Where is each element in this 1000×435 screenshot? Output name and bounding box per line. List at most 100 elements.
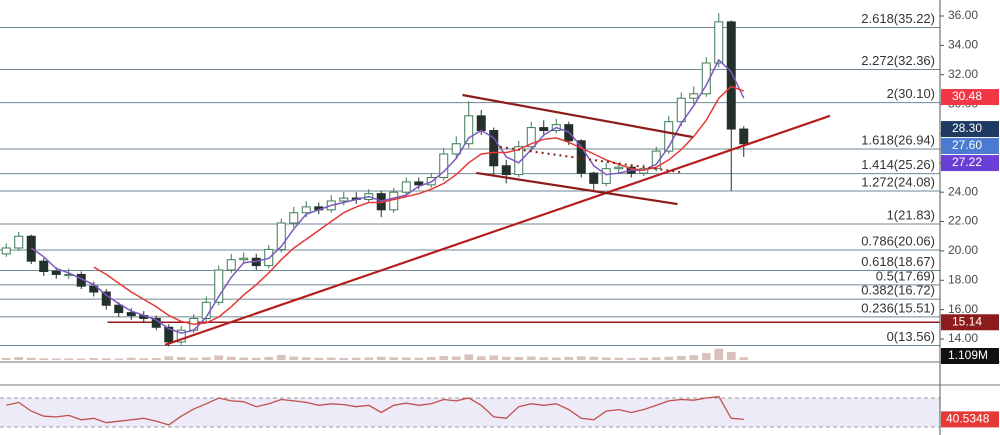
price-badge bbox=[941, 89, 999, 106]
candle-body bbox=[39, 260, 49, 272]
rsi-line bbox=[6, 395, 744, 426]
candle-body bbox=[464, 115, 474, 145]
fib-layer: 2.618(35.22) 2.272(32.36) 2(30.10) 1.618(26… bbox=[0, 11, 940, 346]
rsi-badge-label: 40.5348 bbox=[946, 412, 990, 426]
trend-line bbox=[164, 114, 831, 346]
volume-bar bbox=[401, 357, 411, 360]
volume-bar bbox=[314, 357, 324, 360]
trend-line bbox=[499, 145, 681, 174]
volume-bar bbox=[64, 358, 74, 360]
volume-bar bbox=[651, 357, 661, 360]
volume-bar bbox=[601, 357, 611, 360]
candle-body bbox=[601, 168, 611, 184]
volume-bar bbox=[239, 357, 249, 360]
candle-body bbox=[539, 127, 549, 132]
candle-body bbox=[401, 181, 411, 193]
candle-body bbox=[176, 329, 186, 343]
volume-bar bbox=[589, 356, 599, 360]
volume-bar bbox=[639, 357, 649, 360]
trend-line bbox=[476, 171, 678, 206]
moving-average bbox=[93, 85, 745, 326]
candle-body bbox=[89, 285, 99, 293]
volume-bar bbox=[264, 357, 274, 360]
price-badge bbox=[941, 138, 999, 155]
fib-label: 0.618(18.67) bbox=[861, 254, 935, 269]
volume-bar bbox=[126, 357, 136, 360]
candle-body bbox=[739, 128, 749, 145]
candle-body bbox=[164, 326, 174, 343]
price-badge-label: 28.30 bbox=[952, 121, 982, 135]
candle-body bbox=[51, 270, 61, 275]
price-badge bbox=[941, 314, 999, 331]
candle-body bbox=[239, 257, 249, 261]
y-tick-label: 16.00 bbox=[948, 302, 978, 316]
volume-bar bbox=[489, 355, 499, 360]
price-badge-label: 27.22 bbox=[952, 155, 982, 169]
fib-label: 1(21.83) bbox=[887, 207, 935, 222]
y-tick-label: 18.00 bbox=[948, 272, 978, 286]
volume-bar bbox=[514, 357, 524, 360]
fib-label: 2.618(35.22) bbox=[861, 11, 935, 26]
volume-bar bbox=[714, 348, 724, 360]
trend-line bbox=[462, 93, 693, 139]
y-tick-label: 34.00 bbox=[948, 38, 978, 52]
candle-body bbox=[689, 93, 699, 99]
volume-bar bbox=[426, 357, 436, 360]
volume-bar bbox=[76, 358, 86, 360]
price-badge-label: 15.14 bbox=[952, 314, 982, 328]
volume-bar bbox=[276, 355, 286, 360]
fib-label: 0.382(16.72) bbox=[861, 283, 935, 298]
volume-bar bbox=[201, 357, 211, 360]
volume-bar bbox=[564, 357, 574, 360]
candle-body bbox=[214, 269, 224, 303]
fib-label: 0.5(17.69) bbox=[876, 268, 935, 283]
volume-bar bbox=[576, 356, 586, 360]
volume-bar bbox=[176, 357, 186, 360]
volume-bar bbox=[214, 355, 224, 360]
candle-body bbox=[389, 191, 399, 211]
candle-body bbox=[289, 212, 299, 224]
volume-bar bbox=[14, 357, 24, 360]
candle-body bbox=[664, 121, 674, 152]
candle-body bbox=[501, 165, 511, 176]
volume-bar bbox=[539, 357, 549, 360]
fib-label: 0(13.56) bbox=[887, 329, 935, 344]
volume-bar bbox=[51, 358, 61, 360]
volume-bar bbox=[739, 357, 749, 360]
y-tick-label: 22.00 bbox=[948, 214, 978, 228]
volume-bar bbox=[526, 356, 536, 360]
volume-bar bbox=[389, 357, 399, 360]
volume-bar bbox=[351, 357, 361, 360]
volume-badge bbox=[941, 348, 999, 364]
price-badge-label: 27.60 bbox=[952, 138, 982, 152]
volume-bar bbox=[339, 358, 349, 360]
volume-bar bbox=[476, 356, 486, 360]
volume-bar bbox=[376, 356, 386, 360]
volume-bar bbox=[676, 356, 686, 360]
rsi-band bbox=[0, 398, 940, 428]
volume-bar bbox=[664, 356, 674, 360]
volume-bar bbox=[89, 358, 99, 360]
candle-body bbox=[414, 181, 424, 186]
volume-bar bbox=[451, 356, 461, 360]
candle-body bbox=[589, 172, 599, 184]
candle-body bbox=[614, 166, 624, 170]
volume-bar bbox=[701, 353, 711, 360]
candle-body bbox=[476, 115, 486, 132]
volume-bar bbox=[626, 358, 636, 360]
candle-body bbox=[439, 153, 449, 179]
candle-body bbox=[576, 140, 586, 174]
candle-body bbox=[114, 304, 124, 314]
volume-bar bbox=[1, 358, 11, 360]
y-tick-label: 32.00 bbox=[948, 67, 978, 81]
fib-label: 1.272(24.08) bbox=[861, 174, 935, 189]
candle-body bbox=[301, 206, 311, 214]
candle-body bbox=[14, 235, 24, 249]
fib-label: 2(30.10) bbox=[887, 86, 935, 101]
candle-body bbox=[526, 127, 536, 148]
candle-body bbox=[676, 97, 686, 123]
volume-bar bbox=[189, 357, 199, 360]
